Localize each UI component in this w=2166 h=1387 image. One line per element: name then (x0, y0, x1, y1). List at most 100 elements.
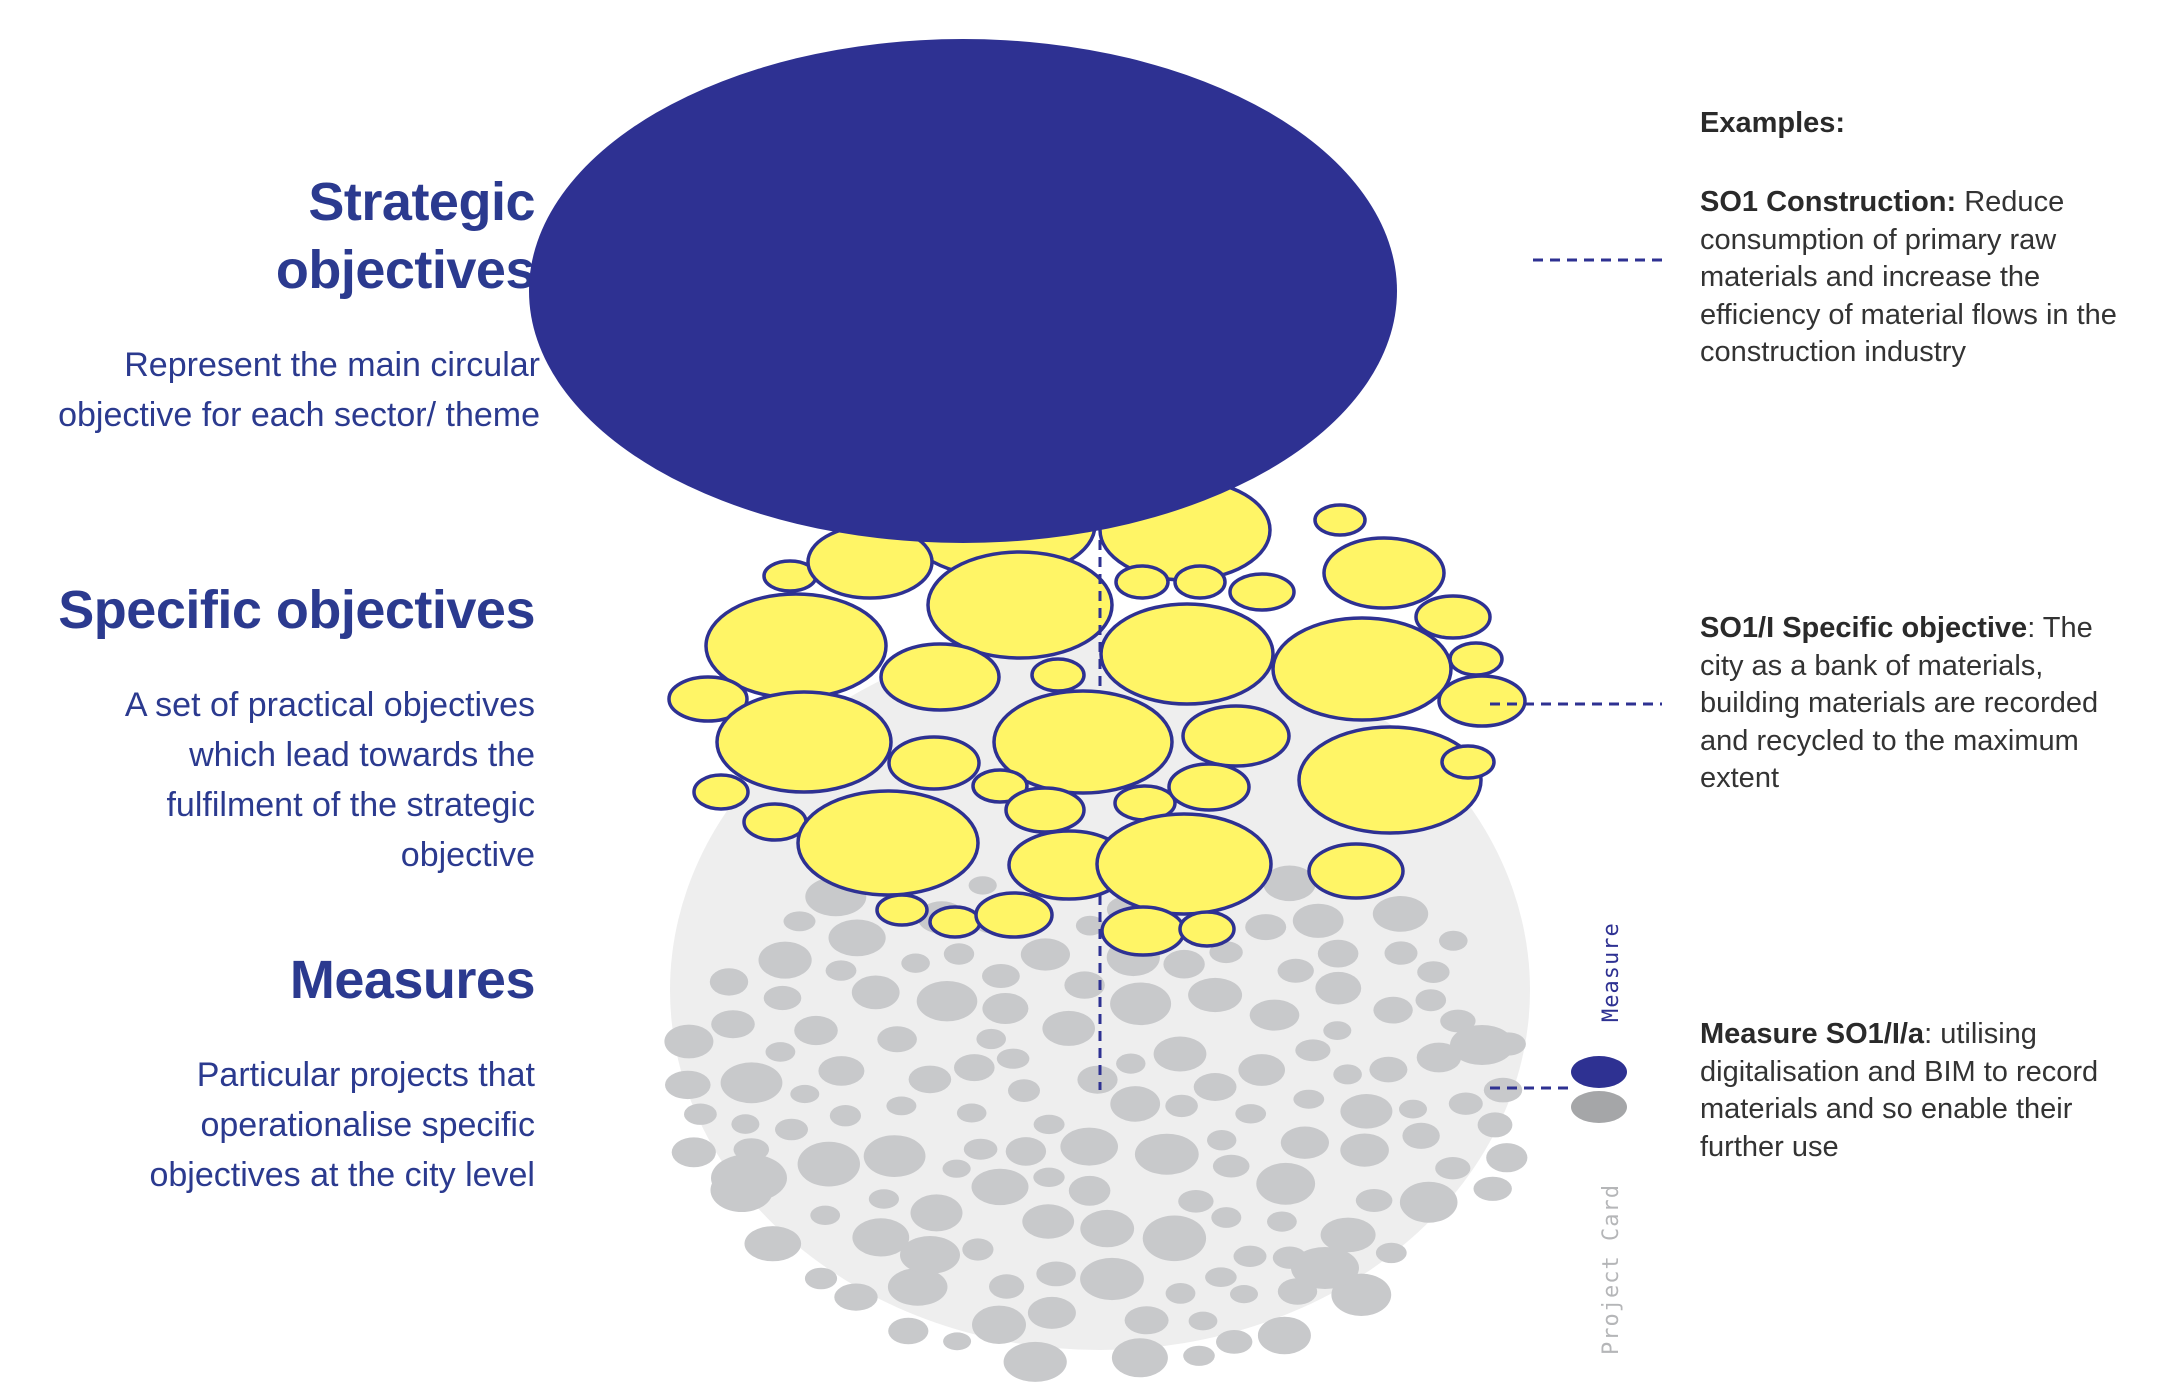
measure-bubble (1075, 915, 1105, 936)
measure-bubble (1230, 1285, 1258, 1304)
measure-bubble (1033, 1114, 1065, 1135)
specific-objective-bubble (926, 550, 1114, 660)
measure-bubble (1450, 1025, 1514, 1065)
measure-bubble (1036, 1261, 1076, 1287)
specific-objective-bubble (887, 735, 981, 791)
measure-bubble (1020, 938, 1070, 971)
measure-bubble (720, 1062, 783, 1104)
measure-bubble (989, 1274, 1025, 1299)
measure-bubble (1257, 1316, 1311, 1355)
strategic-block: Strategic objectives Represent the main … (40, 168, 540, 440)
measure-bubble (758, 941, 812, 979)
specific-objective-bubble (667, 675, 749, 723)
measure-bubble (731, 1114, 760, 1134)
measure-bubble (1373, 996, 1413, 1024)
measure-bubble (1486, 1143, 1528, 1173)
measure-bubble (828, 919, 886, 957)
measure-bubble (1295, 1039, 1331, 1062)
measure-bubble (1005, 1137, 1047, 1166)
measure-bubble (1027, 1296, 1076, 1329)
measure-bubble (1188, 1311, 1218, 1331)
measure-bubble (888, 1317, 929, 1345)
measure-bubble (1291, 1247, 1359, 1289)
measure-bubble (1235, 1104, 1267, 1124)
specific-objective-bubble (1313, 503, 1367, 537)
measure-bubble (671, 1137, 716, 1168)
measure-bubble (976, 1028, 1006, 1050)
measure-bubble (1477, 1112, 1513, 1138)
measure-bubble (1256, 1162, 1316, 1205)
measure-bubble (943, 943, 975, 965)
measure-bubble (664, 1024, 714, 1059)
measure-bubble (804, 1267, 838, 1290)
measure-bubble (709, 968, 749, 996)
measure-bubble (1333, 1064, 1362, 1085)
leader-lines (1098, 258, 1662, 1090)
specific-objectives-layer (667, 471, 1527, 957)
measure-bubble (1165, 1283, 1196, 1304)
specific-block: Specific objectives A set of practical o… (40, 576, 535, 880)
measure-bubble (1233, 1245, 1267, 1268)
measure-example: Measure SO1/I/a: utilising digitalisatio… (1700, 1016, 2140, 1166)
measure-bubble (942, 1159, 971, 1178)
measure-bubble (1153, 1036, 1207, 1072)
specific-description: A set of practical objectives which lead… (124, 686, 535, 874)
measure-bubble (1207, 1130, 1237, 1151)
measure-bubble (1277, 958, 1314, 983)
measure-bubble (1448, 1092, 1483, 1115)
measure-bubble (794, 1015, 838, 1046)
so1i-example: SO1/I Specific objective: The city as a … (1700, 610, 2140, 798)
specific-objective-bubble (1095, 812, 1273, 916)
specific-objective-bubble (992, 689, 1174, 795)
measure-bubble (1124, 1306, 1169, 1335)
measure-bubble (825, 960, 857, 981)
measure-bubble (1372, 896, 1429, 932)
strategic-description: Represent the main circular objective fo… (58, 346, 540, 434)
measure-bubble (1142, 1215, 1207, 1262)
specific-objective-bubble (1307, 842, 1405, 900)
specific-objective-bubble (1099, 602, 1275, 706)
measure-bubble (1008, 1079, 1040, 1102)
measure-bubble (1110, 1086, 1161, 1122)
measure-bubble (1292, 903, 1344, 938)
measure-bubble (1042, 1010, 1095, 1046)
legend-measure-dot (1571, 1056, 1627, 1088)
specific-objective-bubble (1414, 594, 1492, 640)
measure-bubble (863, 1135, 926, 1177)
specific-objective-bubble (1167, 762, 1251, 812)
measure-bubble (1110, 982, 1172, 1026)
specific-objective-bubble (1100, 905, 1186, 957)
measure-title: Measure SO1/I/a (1700, 1018, 1925, 1050)
measure-bubble (1384, 941, 1418, 965)
measure-bubble (711, 1154, 787, 1202)
measure-bubble (1439, 930, 1468, 951)
measures-block: Measures Particular projects that operat… (40, 946, 535, 1200)
measure-bubble (1022, 1204, 1075, 1239)
measure-bubble (963, 1138, 998, 1160)
measure-bubble (1415, 989, 1447, 1012)
measure-bubble (1077, 1065, 1118, 1094)
examples-label: Examples: (1700, 107, 1846, 139)
measure-bubble (1293, 1089, 1325, 1109)
measure-bubble (956, 1103, 987, 1123)
specific-objective-bubble (1271, 616, 1453, 722)
measure-colon: : (1924, 1018, 1933, 1050)
measure-bubble (1238, 1054, 1285, 1086)
measure-bubble (982, 993, 1029, 1024)
measure-bubble (829, 1105, 862, 1127)
measure-bubble (665, 1070, 711, 1100)
measure-bubble (763, 985, 802, 1011)
measure-bubble (775, 1118, 808, 1141)
specific-objective-bubble (879, 642, 1001, 712)
specific-objective-bubble (971, 768, 1029, 804)
measure-bubble (1183, 1345, 1215, 1366)
measure-bubble (711, 1010, 755, 1039)
measure-bubble (1317, 939, 1359, 968)
measure-text: utilising digitalisation and BIM to reco… (1700, 1018, 2099, 1163)
measure-bubble (1245, 914, 1287, 941)
measure-bubble (1033, 1167, 1065, 1188)
specific-objective-bubble (1173, 564, 1227, 600)
measure-bubble (1064, 971, 1105, 999)
so1i-colon: : (2027, 612, 2036, 644)
measure-bubble (1163, 949, 1205, 979)
